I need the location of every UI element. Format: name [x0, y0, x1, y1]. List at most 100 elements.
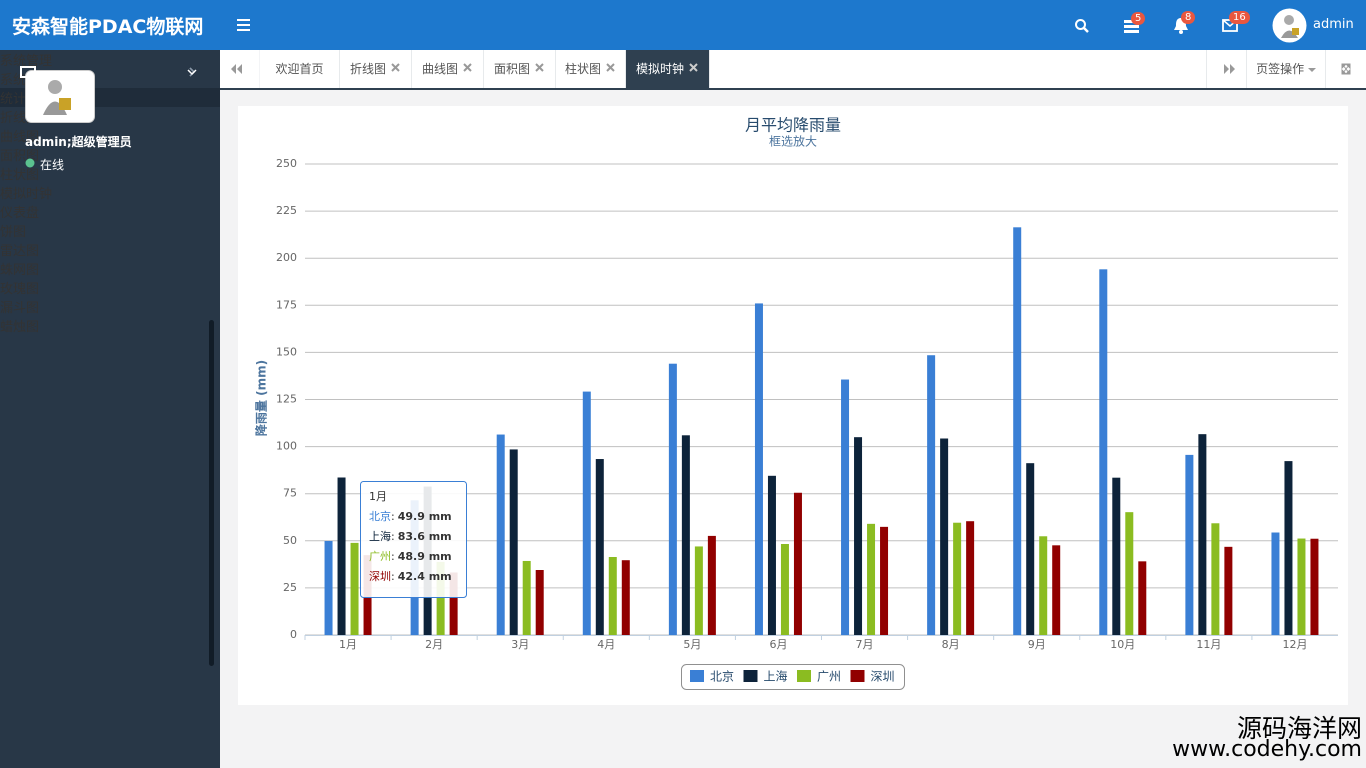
bar [1138, 561, 1147, 635]
tab[interactable]: 欢迎首页 [260, 50, 340, 88]
tab-label: 曲线图 [421, 62, 458, 76]
bar [754, 303, 763, 635]
watermark-url: www.codehy.com [1172, 737, 1362, 762]
tooltip-value: 42.4 mm [398, 570, 452, 583]
tab-label: 面积图 [493, 62, 530, 76]
tooltip-separator: : [391, 550, 395, 563]
tooltip-separator: : [391, 570, 395, 583]
close-shape [606, 63, 615, 72]
bar [337, 477, 346, 635]
submenu-item[interactable]: 模拟时钟 [0, 187, 53, 202]
submenu-item[interactable]: 柱状图 [0, 168, 40, 183]
tab[interactable]: 模拟时钟 [626, 50, 710, 88]
bar [522, 560, 531, 635]
y-tick-label: 175 [276, 298, 297, 311]
tab[interactable]: 面积图 [484, 50, 556, 88]
tooltip-box [360, 481, 467, 598]
status-dot [25, 158, 35, 168]
submenu-item[interactable]: 蜡烛图 [0, 320, 40, 335]
bar [449, 572, 458, 635]
legend-label[interactable]: 广州 [817, 670, 841, 684]
tab-actions[interactable]: 页签操作 [1246, 50, 1326, 88]
bar [1271, 532, 1280, 635]
tab-prev[interactable] [220, 50, 260, 88]
chart-subtitle: 框选放大 [769, 134, 817, 149]
legend-box [681, 664, 905, 690]
tab-close[interactable] [687, 63, 699, 73]
sidebar: admin;超级管理员 在线 系统管理系统安全统计报表折线图曲线图面积图柱状图模… [0, 50, 220, 768]
y-tick-label: 0 [290, 628, 297, 641]
submenu-item[interactable]: 曲线图 [0, 130, 40, 145]
submenu-item[interactable]: 漏斗图 [0, 301, 40, 316]
bar [927, 355, 936, 635]
tab-next[interactable] [1206, 50, 1246, 88]
bar [496, 434, 505, 635]
tooltip-series: 深圳 [369, 570, 391, 583]
tab[interactable]: 曲线图 [412, 50, 484, 88]
profile-avatar [25, 70, 95, 123]
bar [582, 391, 591, 635]
y-tick-label: 100 [276, 440, 297, 453]
y-tick-label: 225 [276, 204, 297, 217]
tooltip-row: 上海: 83.6 mm [369, 529, 452, 543]
top-bar: 安森智能PDAC物联网 5 8 16 admin [0, 0, 1366, 50]
submenu-item[interactable]: 蛛网图 [0, 263, 40, 278]
tab-close[interactable] [389, 63, 401, 73]
menu-icon [20, 66, 36, 78]
app-title: 安森智能PDAC物联网 [12, 16, 204, 38]
bar [1297, 538, 1306, 635]
y-tick-label: 50 [283, 534, 297, 547]
y-tick-label: 200 [276, 251, 297, 264]
bar [1039, 536, 1048, 635]
bar [1224, 546, 1233, 635]
tab[interactable]: 柱状图 [556, 50, 626, 88]
submenu-item[interactable]: 饼图 [0, 225, 27, 240]
bar [681, 435, 690, 635]
tooltip-series: 北京 [369, 509, 391, 523]
x-tick-label: 8月 [942, 638, 960, 651]
tab-label: 欢迎首页 [275, 62, 324, 76]
fullscreen[interactable] [1326, 50, 1366, 88]
bar [793, 492, 802, 635]
caret [1307, 68, 1316, 72]
close-shape [391, 63, 400, 72]
x-tick-label: 5月 [683, 638, 701, 651]
legend-label[interactable]: 深圳 [871, 670, 895, 684]
tooltip-separator: : [391, 530, 395, 543]
bar [595, 459, 604, 635]
user-name[interactable]: admin [1313, 17, 1354, 32]
tab-label: 柱状图 [564, 62, 601, 76]
status: 在线 [40, 158, 65, 172]
submenu-item[interactable]: 玫瑰图 [0, 282, 40, 297]
bar [1052, 545, 1061, 635]
legend-swatch [690, 670, 704, 682]
tab-label: 模拟时钟 [635, 62, 684, 76]
avatar[interactable] [1272, 8, 1307, 43]
tab-close[interactable] [461, 63, 473, 73]
tooltip-row: 深圳: 42.4 mm [369, 570, 452, 583]
tooltip-value: 48.9 mm [398, 550, 452, 563]
submenu-item[interactable]: 雷达图 [0, 244, 40, 259]
bar [1026, 463, 1035, 635]
bar [535, 570, 544, 635]
menu-toggle[interactable] [237, 18, 251, 32]
bar [1198, 434, 1207, 635]
bar [509, 449, 518, 635]
legend-label[interactable]: 上海 [764, 669, 788, 684]
tab[interactable]: 折线图 [340, 50, 412, 88]
close-shape [535, 63, 544, 72]
scrollbar[interactable] [209, 320, 214, 666]
tab-close[interactable] [604, 63, 616, 73]
tab-close[interactable] [533, 63, 545, 73]
y-tick-label: 125 [276, 393, 297, 406]
search-icon[interactable] [1074, 18, 1090, 34]
submenu-item[interactable]: 仪表盘 [0, 206, 40, 221]
bar [966, 521, 975, 635]
bar [621, 560, 630, 635]
legend-label[interactable]: 北京 [710, 670, 734, 684]
bar [841, 379, 850, 635]
bar [694, 546, 703, 635]
tooltip-row: 广州: 48.9 mm [369, 550, 452, 563]
chart-panel: 月平均降雨量 框选放大 降雨量 (mm) 0 25 50 75 100 125 150 175… [238, 106, 1348, 705]
